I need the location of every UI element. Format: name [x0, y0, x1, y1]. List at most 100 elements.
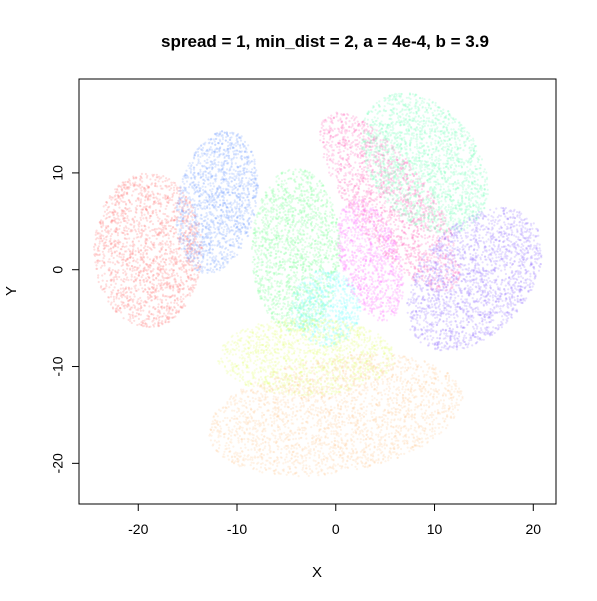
data-point [277, 249, 280, 252]
data-point [131, 314, 134, 318]
data-point [101, 264, 104, 267]
data-point [194, 280, 197, 283]
data-point [315, 232, 319, 235]
data-point [122, 209, 125, 212]
data-point [217, 164, 220, 167]
data-point [109, 220, 112, 223]
data-point [173, 295, 176, 298]
data-point [196, 155, 200, 158]
data-point [236, 195, 240, 198]
data-point [260, 279, 263, 282]
data-point [172, 289, 175, 292]
data-point [132, 226, 135, 229]
data-point [194, 217, 197, 220]
data-point [182, 283, 185, 286]
data-point [223, 131, 226, 134]
data-point [198, 268, 201, 271]
data-point [96, 248, 100, 251]
data-point [124, 287, 127, 290]
data-point [157, 303, 160, 306]
data-point [309, 196, 312, 199]
data-point [188, 208, 191, 211]
data-point [110, 243, 113, 246]
data-point [289, 251, 292, 254]
data-point [100, 240, 104, 243]
data-point [152, 274, 155, 277]
data-point [106, 201, 109, 204]
data-point [164, 258, 167, 261]
data-point [94, 254, 97, 257]
data-point [292, 210, 295, 213]
data-point [265, 191, 268, 194]
data-point [239, 139, 243, 142]
data-point [132, 237, 136, 240]
data-point [167, 273, 170, 276]
data-point [115, 250, 118, 253]
data-point [193, 286, 196, 290]
data-point [177, 202, 180, 205]
data-point [239, 228, 242, 231]
data-point [294, 265, 297, 268]
data-point [270, 231, 273, 234]
data-point [170, 261, 173, 264]
data-point [322, 234, 325, 237]
data-point [140, 276, 143, 279]
data-point [233, 243, 236, 246]
data-point [300, 203, 303, 206]
data-point [272, 227, 275, 230]
data-point [267, 291, 270, 294]
data-point [221, 165, 224, 168]
data-point [310, 246, 313, 250]
data-point [139, 179, 142, 182]
data-point [214, 158, 217, 161]
data-point [250, 210, 253, 213]
data-point [270, 228, 273, 231]
data-point [311, 228, 314, 231]
data-point [310, 190, 313, 193]
data-point [292, 228, 295, 231]
data-point [314, 187, 317, 190]
data-point [242, 167, 245, 170]
data-point [238, 210, 241, 213]
data-point [331, 209, 335, 212]
data-point [263, 203, 266, 206]
data-point [136, 277, 139, 280]
data-point [112, 276, 115, 279]
data-point [131, 218, 134, 221]
data-point [325, 224, 328, 227]
data-point [192, 237, 195, 241]
data-point [201, 224, 204, 227]
data-point [148, 186, 151, 189]
data-point [237, 143, 240, 146]
data-point [193, 273, 196, 276]
data-point [236, 240, 239, 243]
data-point [324, 203, 327, 206]
data-point [182, 247, 186, 250]
data-point [186, 238, 189, 241]
data-point [142, 260, 146, 263]
data-point [159, 286, 162, 289]
data-point [175, 272, 179, 275]
data-point [155, 317, 158, 320]
data-point [328, 230, 331, 233]
data-point [307, 191, 310, 194]
data-point [292, 219, 295, 222]
data-point [145, 242, 148, 245]
data-point [255, 253, 258, 256]
data-point [213, 150, 217, 153]
data-point [266, 264, 269, 267]
data-point [320, 191, 323, 194]
data-point [275, 204, 278, 207]
data-point [145, 269, 148, 272]
data-point [187, 212, 190, 215]
data-point [286, 238, 289, 241]
data-point [168, 178, 171, 181]
data-point [149, 193, 152, 196]
data-point [299, 264, 302, 267]
data-point [144, 262, 148, 266]
data-point [247, 180, 250, 183]
data-point [114, 263, 117, 266]
data-point [161, 243, 164, 246]
data-point [185, 220, 188, 223]
data-point [315, 195, 318, 199]
